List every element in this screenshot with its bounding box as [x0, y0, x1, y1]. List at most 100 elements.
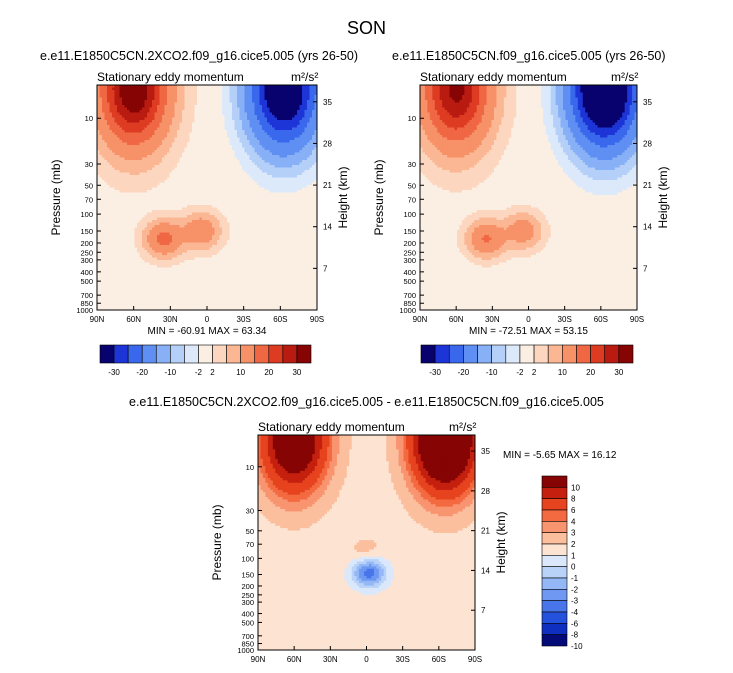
field-cell: [192, 120, 196, 124]
field-cell: [154, 112, 158, 116]
field-cell: [124, 132, 128, 136]
field-cell: [262, 152, 266, 156]
field-cell: [237, 162, 241, 166]
field-cell: [224, 147, 228, 151]
field-cell: [97, 140, 101, 144]
field-cell: [287, 87, 291, 91]
field-cell: [119, 140, 123, 144]
field-cell: [127, 120, 131, 124]
field-cell: [157, 150, 161, 154]
field-cell: [167, 85, 171, 89]
field-cell: [119, 142, 123, 146]
field-cell: [207, 87, 211, 91]
field-cell: [164, 90, 168, 94]
field-cell: [284, 162, 288, 166]
field-cell: [309, 175, 313, 179]
field-cell: [162, 90, 166, 94]
field-cell: [192, 112, 196, 116]
field-cell: [274, 145, 278, 149]
field-cell: [257, 142, 261, 146]
field-cell: [157, 135, 161, 139]
field-cell: [312, 165, 316, 169]
field-cell: [137, 125, 141, 129]
field-cell: [129, 92, 133, 96]
field-cell: [117, 152, 121, 156]
field-cell: [174, 177, 178, 181]
field-cell: [289, 170, 293, 174]
field-cell: [169, 170, 173, 174]
field-cell: [172, 102, 176, 106]
field-cell: [152, 120, 156, 124]
field-cell: [237, 102, 241, 106]
field-cell: [297, 135, 301, 139]
field-cell: [119, 105, 123, 109]
field-cell: [282, 167, 286, 171]
field-cell: [259, 165, 263, 169]
field-cell: [122, 100, 126, 104]
field-cell: [187, 97, 191, 101]
field-cell: [107, 100, 111, 104]
field-cell: [119, 132, 123, 136]
field-cell: [142, 145, 146, 149]
field-cell: [164, 102, 168, 106]
field-cell: [222, 112, 226, 116]
field-cell: [129, 157, 133, 161]
field-cell: [309, 95, 313, 99]
field-cell: [212, 145, 216, 149]
field-cell: [282, 172, 286, 176]
field-cell: [199, 147, 203, 151]
field-cell: [182, 107, 186, 111]
field-cell: [187, 87, 191, 91]
field-cell: [204, 175, 208, 179]
field-cell: [299, 120, 303, 124]
field-cell: [162, 167, 166, 171]
field-cell: [147, 122, 151, 126]
field-cell: [197, 102, 201, 106]
field-cell: [272, 145, 276, 149]
field-cell: [244, 152, 248, 156]
field-cell: [229, 110, 233, 114]
field-cell: [314, 175, 317, 179]
field-cell: [159, 92, 163, 96]
field-cell: [177, 87, 181, 91]
field-cell: [109, 142, 113, 146]
field-cell: [267, 87, 271, 91]
field-cell: [192, 87, 196, 91]
field-cell: [237, 85, 241, 89]
field-cell: [134, 137, 138, 141]
field-cell: [167, 155, 171, 159]
field-cell: [222, 147, 226, 151]
field-cell: [279, 102, 283, 106]
field-cell: [117, 130, 121, 134]
field-cell: [229, 112, 233, 116]
field-cell: [292, 117, 296, 121]
field-cell: [137, 152, 141, 156]
field-cell: [304, 127, 308, 131]
field-cell: [97, 132, 101, 136]
field-cell: [154, 132, 158, 136]
field-cell: [127, 87, 131, 91]
field-cell: [254, 92, 258, 96]
field-cell: [122, 157, 126, 161]
field-cell: [112, 172, 116, 176]
field-cell: [252, 140, 256, 144]
field-cell: [212, 87, 216, 91]
field-cell: [242, 105, 246, 109]
field-cell: [297, 152, 301, 156]
field-cell: [187, 150, 191, 154]
field-cell: [132, 97, 136, 101]
field-cell: [182, 147, 186, 151]
field-cell: [214, 177, 218, 181]
field-cell: [312, 170, 316, 174]
field-cell: [277, 132, 281, 136]
field-cell: [262, 115, 266, 119]
field-cell: [154, 97, 158, 101]
field-cell: [197, 130, 201, 134]
field-cell: [202, 162, 206, 166]
field-cell: [109, 87, 113, 91]
field-cell: [232, 117, 236, 121]
field-cell: [224, 107, 228, 111]
field-cell: [274, 140, 278, 144]
field-cell: [167, 105, 171, 109]
field-cell: [252, 90, 256, 94]
